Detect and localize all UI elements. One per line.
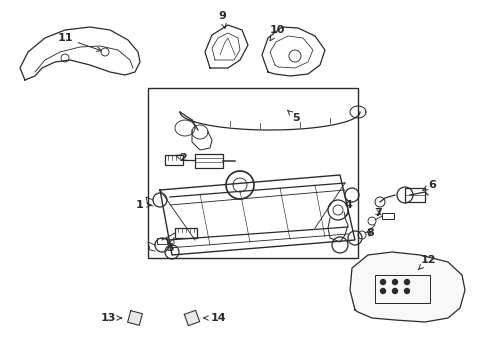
Text: 14: 14	[203, 313, 225, 323]
Polygon shape	[127, 311, 142, 325]
Text: 4: 4	[344, 200, 351, 217]
Text: 13: 13	[100, 313, 121, 323]
Bar	[148, 88, 357, 258]
Bar	[157, 238, 167, 244]
Text: 5: 5	[287, 110, 299, 123]
Text: 7: 7	[373, 208, 381, 218]
Bar	[164, 155, 183, 165]
Circle shape	[392, 288, 397, 293]
Circle shape	[404, 279, 408, 284]
Bar	[195, 154, 223, 168]
Circle shape	[404, 288, 408, 293]
Text: 1: 1	[136, 200, 151, 210]
Text: 3: 3	[166, 238, 174, 253]
Circle shape	[380, 288, 385, 293]
Circle shape	[380, 279, 385, 284]
Text: 11: 11	[57, 33, 101, 51]
Text: 8: 8	[366, 228, 373, 238]
Text: 12: 12	[417, 255, 435, 270]
Bar	[175, 228, 197, 238]
Polygon shape	[349, 252, 464, 322]
Text: 6: 6	[422, 180, 435, 190]
Text: 2: 2	[176, 153, 186, 163]
Polygon shape	[184, 310, 199, 326]
Text: 9: 9	[218, 11, 225, 28]
Circle shape	[392, 279, 397, 284]
Text: 10: 10	[269, 25, 284, 41]
Bar	[374, 275, 429, 303]
Bar	[381, 213, 393, 219]
Bar	[404, 188, 424, 202]
